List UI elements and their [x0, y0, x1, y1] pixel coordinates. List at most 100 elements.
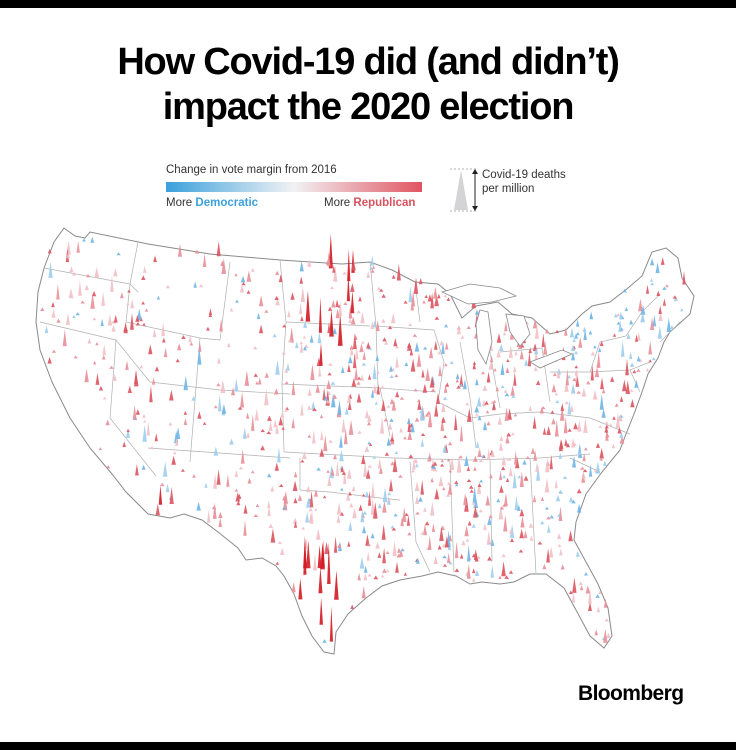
county-spike — [594, 366, 600, 378]
county-spike — [199, 283, 204, 288]
county-spike — [321, 539, 325, 568]
county-spike — [558, 452, 563, 459]
county-spike — [506, 358, 510, 362]
county-spike — [292, 517, 298, 524]
county-spike — [370, 321, 375, 329]
county-spike — [337, 543, 342, 548]
county-spike — [380, 385, 385, 389]
county-spike — [634, 334, 639, 342]
county-spike — [545, 328, 549, 334]
county-spike — [384, 340, 389, 345]
legend-spike-size-icon — [450, 168, 478, 212]
great-lakes — [440, 283, 574, 369]
county-spike — [487, 556, 492, 561]
county-spike — [524, 359, 529, 366]
county-spike — [656, 290, 661, 296]
county-spike — [472, 362, 476, 370]
county-spike — [407, 532, 412, 536]
county-spike — [352, 352, 357, 369]
county-spike — [175, 436, 179, 446]
county-spike — [56, 283, 60, 300]
county-spike — [629, 362, 635, 367]
county-spike — [188, 334, 192, 343]
county-spike — [505, 435, 510, 444]
county-spike — [448, 561, 453, 565]
county-spike — [394, 374, 399, 378]
county-spike — [339, 449, 344, 462]
county-spike — [673, 297, 679, 302]
county-spike — [563, 417, 568, 434]
county-spike — [605, 433, 610, 438]
county-spike — [371, 481, 375, 499]
county-spike — [598, 347, 602, 353]
legend-color-gradient — [166, 182, 422, 192]
county-spike — [431, 464, 437, 469]
county-spike — [501, 553, 506, 558]
county-spike — [307, 259, 312, 267]
county-spike — [475, 441, 480, 448]
county-spike — [558, 489, 563, 493]
county-spike — [557, 544, 562, 548]
county-spike — [134, 375, 139, 387]
county-spike — [415, 463, 419, 468]
county-spike — [306, 540, 311, 569]
county-spike — [511, 432, 515, 436]
county-spike — [392, 457, 398, 473]
county-spike — [327, 372, 332, 376]
county-spike — [326, 469, 330, 473]
county-spike — [196, 501, 201, 511]
county-spike — [556, 367, 562, 375]
county-spike — [540, 520, 545, 525]
county-spike — [347, 363, 351, 372]
county-spike — [69, 266, 74, 273]
county-spike — [143, 419, 147, 423]
county-spike — [299, 302, 303, 315]
lake-superior — [440, 283, 518, 305]
county-spike — [533, 366, 538, 371]
county-spike — [282, 324, 287, 328]
county-spike — [234, 470, 239, 478]
county-spike — [226, 474, 230, 487]
county-spike — [278, 484, 284, 487]
county-spike — [47, 248, 52, 254]
county-spike — [437, 293, 441, 299]
county-spike — [459, 553, 464, 559]
county-spike — [497, 416, 502, 425]
county-spike — [546, 548, 550, 563]
county-spike — [319, 342, 323, 366]
county-spike — [386, 438, 391, 446]
county-spike — [135, 464, 139, 476]
county-spike — [375, 541, 380, 549]
county-spike — [277, 541, 283, 544]
county-spike — [362, 351, 366, 360]
county-spike — [500, 385, 505, 389]
county-spike — [319, 414, 324, 419]
county-spike — [347, 468, 352, 479]
county-spike — [102, 344, 107, 356]
county-spike — [517, 475, 522, 479]
county-spike — [373, 575, 379, 580]
county-spike — [206, 326, 210, 331]
county-spike — [220, 379, 226, 393]
county-spike — [354, 347, 359, 360]
county-spike — [565, 442, 571, 448]
county-spike — [429, 375, 435, 388]
county-spike — [153, 255, 157, 263]
county-spike — [254, 408, 259, 421]
legend-democratic-text: Democratic — [195, 197, 259, 209]
county-spike — [616, 313, 621, 317]
county-spike — [456, 456, 462, 473]
county-spike — [316, 467, 321, 471]
county-spike — [313, 489, 318, 497]
county-spike — [240, 449, 245, 464]
county-spike — [604, 426, 609, 433]
county-spike — [434, 340, 438, 350]
county-spike — [514, 350, 518, 356]
county-spike — [213, 405, 218, 409]
county-spike — [192, 474, 196, 478]
county-spike — [554, 419, 559, 437]
county-spike — [48, 261, 53, 278]
county-spike — [333, 536, 338, 553]
county-spike — [65, 312, 70, 325]
county-spike — [436, 392, 440, 404]
